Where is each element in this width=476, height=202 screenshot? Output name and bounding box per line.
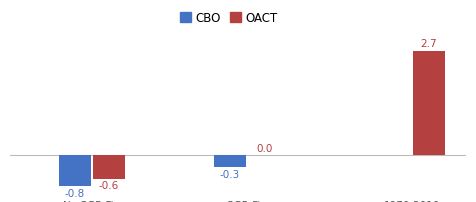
Text: No SGR Fix
2013-2022: No SGR Fix 2013-2022 — [63, 200, 120, 202]
Bar — [59, 156, 90, 186]
Text: -0.3: -0.3 — [220, 169, 240, 179]
Bar — [214, 156, 246, 167]
Text: -0.8: -0.8 — [65, 188, 85, 198]
Bar — [413, 51, 445, 156]
Legend: CBO, OACT: CBO, OACT — [175, 7, 282, 30]
Text: SGR Fix
2013-2022: SGR Fix 2013-2022 — [219, 200, 276, 202]
Text: -0.6: -0.6 — [99, 181, 119, 190]
Text: 2.7: 2.7 — [420, 39, 437, 48]
Text: 0.0: 0.0 — [256, 143, 272, 153]
Bar — [93, 156, 125, 179]
Text: 1970-2010: 1970-2010 — [384, 200, 440, 202]
